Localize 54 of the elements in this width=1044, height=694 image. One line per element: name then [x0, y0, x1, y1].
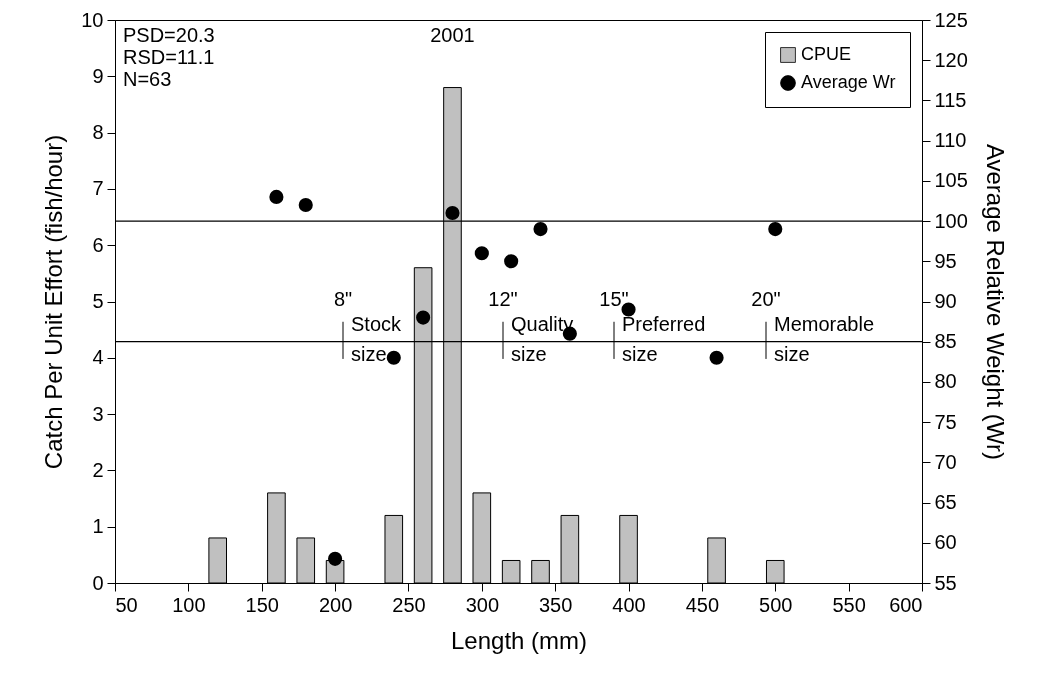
- y-tick-label: 2: [92, 458, 104, 481]
- annotation: N=63: [123, 68, 172, 90]
- x-tick-label: 50: [115, 593, 138, 616]
- y2-tick-label: 65: [934, 491, 957, 514]
- y-tick-label: 8: [92, 121, 104, 144]
- x-tick-label: 300: [465, 593, 500, 616]
- annotation: 20": [751, 287, 781, 310]
- y2-tick-label: 105: [934, 169, 968, 192]
- y2-tick-label: 60: [934, 531, 957, 554]
- legend-label: CPUE: [801, 44, 852, 64]
- y-tick-label: 0: [92, 571, 104, 594]
- x-axis-title: Length (mm): [450, 626, 588, 654]
- annotation: Preferred size: [622, 312, 706, 365]
- annotation: RSD=11.1: [123, 46, 215, 68]
- y-tick-label: 1: [92, 515, 104, 538]
- x-tick-label: 350: [538, 593, 573, 616]
- x-tick-label: 150: [245, 593, 279, 616]
- y-tick-label: 7: [92, 177, 104, 200]
- y2-tick-label: 55: [934, 571, 957, 594]
- y2-tick-label: 85: [934, 330, 957, 353]
- annotation: 8": [333, 287, 353, 310]
- x-tick-label: 500: [759, 593, 793, 616]
- x-tick-label: 550: [832, 593, 866, 616]
- y2-tick-label: 110: [934, 129, 967, 152]
- y-axis-title: Catch Per Unit Effort (fish/hour): [40, 134, 68, 470]
- y2-tick-label: 125: [934, 8, 968, 31]
- annotation: 15": [599, 287, 629, 310]
- y-tick-label: 9: [92, 64, 104, 87]
- annotation: PSD=20.3: [123, 24, 215, 46]
- y2-axis-title: Average Relative Weight (Wr): [981, 143, 1009, 461]
- chart-title: 2001: [430, 24, 475, 46]
- y2-tick-label: 95: [934, 249, 957, 272]
- x-tick-label: 450: [685, 593, 720, 616]
- x-tick-label: 100: [172, 593, 206, 616]
- y2-tick-label: 115: [934, 88, 967, 111]
- y-tick-label: 6: [92, 233, 104, 256]
- x-tick-label: 250: [392, 593, 426, 616]
- annotation: Memorable size: [774, 312, 875, 365]
- y-tick-label: 4: [92, 346, 104, 369]
- y2-tick-label: 90: [934, 290, 957, 312]
- y2-tick-label: 80: [934, 370, 957, 393]
- y2-tick-label: 75: [934, 410, 957, 433]
- y2-tick-label: 70: [934, 450, 957, 473]
- y-tick-label: 5: [92, 290, 104, 312]
- legend-label: Average Wr: [801, 72, 896, 92]
- y2-tick-label: 120: [934, 48, 968, 71]
- annotation: Stock size: [351, 312, 403, 365]
- y-tick-label: 10: [81, 8, 104, 31]
- y2-tick-label: 100: [934, 209, 968, 232]
- annotation: 12": [488, 287, 518, 310]
- x-tick-label: 400: [612, 593, 646, 616]
- x-tick-label: 200: [318, 593, 353, 616]
- x-tick-label: 600: [889, 593, 923, 616]
- y-tick-label: 3: [92, 402, 104, 425]
